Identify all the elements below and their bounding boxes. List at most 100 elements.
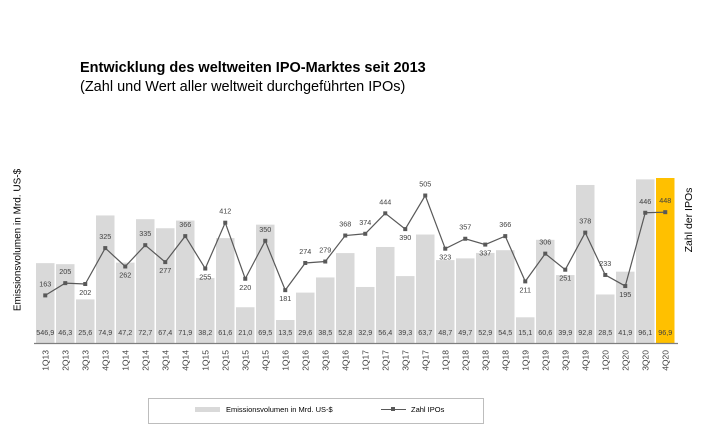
ipo-point-2Q16 bbox=[303, 260, 308, 265]
legend-item-volume: Emissionsvolumen in Mrd. US-$ bbox=[195, 405, 333, 414]
legend-swatch-line bbox=[381, 407, 406, 411]
ipo-label-1Q19: 211 bbox=[520, 285, 531, 294]
ipo-label-2Q15: 412 bbox=[219, 207, 231, 216]
bar-1Q19 bbox=[516, 317, 535, 343]
bar-label-2Q17: 56,4 bbox=[378, 328, 392, 337]
ipo-point-3Q20 bbox=[643, 210, 648, 215]
ipo-point-2Q17 bbox=[383, 211, 388, 216]
bar-label-3Q15: 21,0 bbox=[238, 328, 252, 337]
bar-3Q14 bbox=[156, 228, 175, 343]
bar-4Q16 bbox=[336, 253, 355, 343]
bar-label-1Q14: 47,2 bbox=[118, 328, 132, 337]
bar-1Q13 bbox=[36, 263, 55, 343]
ipo-label-4Q14: 366 bbox=[179, 220, 191, 229]
ipo-point-4Q16 bbox=[343, 233, 348, 238]
x-tick-label: 1Q13 bbox=[40, 350, 50, 371]
ipo-label-1Q14: 262 bbox=[119, 270, 131, 279]
bar-4Q13 bbox=[96, 215, 115, 343]
x-tick-label: 4Q15 bbox=[260, 350, 270, 371]
ipo-point-1Q16 bbox=[283, 288, 288, 293]
x-tick-label: 3Q13 bbox=[80, 350, 90, 371]
x-tick-label: 1Q19 bbox=[520, 350, 530, 371]
bar-label-3Q19: 39,9 bbox=[558, 328, 572, 337]
bar-2Q20 bbox=[616, 271, 635, 343]
x-tick-label: 2Q19 bbox=[540, 350, 550, 371]
chart-subtitle: (Zahl und Wert aller weltweit durchgefüh… bbox=[80, 79, 406, 95]
legend-label-ipos: Zahl IPOs bbox=[411, 405, 445, 414]
bar-2Q15 bbox=[216, 238, 235, 343]
ipo-label-1Q18: 323 bbox=[439, 253, 451, 262]
ipo-label-4Q16: 368 bbox=[339, 220, 351, 229]
bar-1Q14 bbox=[116, 262, 135, 343]
x-tick-label: 2Q20 bbox=[620, 350, 630, 371]
ipo-point-4Q19 bbox=[583, 230, 588, 235]
x-tick-label: 4Q14 bbox=[180, 350, 190, 371]
ipo-point-4Q15 bbox=[263, 238, 268, 243]
bar-3Q15 bbox=[236, 307, 255, 343]
ipo-point-2Q13 bbox=[63, 281, 68, 286]
bar-1Q15 bbox=[196, 277, 215, 343]
ipo-line bbox=[44, 194, 666, 296]
ipo-label-3Q14: 277 bbox=[159, 266, 171, 275]
bar-3Q20 bbox=[636, 179, 655, 343]
bar-series bbox=[36, 178, 675, 343]
ipo-label-1Q16: 181 bbox=[279, 294, 291, 303]
x-tick-label: 4Q18 bbox=[500, 350, 510, 371]
ipo-label-2Q20: 195 bbox=[619, 290, 631, 299]
bar-4Q20 bbox=[656, 178, 675, 343]
ipo-point-3Q13 bbox=[83, 282, 88, 287]
ipo-point-1Q15 bbox=[203, 266, 208, 271]
bar-1Q16 bbox=[276, 320, 295, 343]
x-tick-label: 2Q15 bbox=[220, 350, 230, 371]
bar-3Q18 bbox=[476, 252, 495, 343]
ipo-point-1Q13 bbox=[43, 293, 48, 298]
x-tick-label: 1Q16 bbox=[280, 350, 290, 371]
bar-2Q16 bbox=[296, 292, 315, 343]
bar-1Q18 bbox=[436, 260, 455, 343]
x-tick-label: 1Q15 bbox=[200, 350, 210, 371]
bar-1Q17 bbox=[356, 286, 375, 343]
ipo-label-2Q16: 274 bbox=[299, 247, 311, 256]
bar-label-1Q16: 13,5 bbox=[278, 328, 292, 337]
x-tick-label: 1Q17 bbox=[360, 350, 370, 371]
x-tick-label: 4Q16 bbox=[340, 350, 350, 371]
ipo-label-2Q14: 335 bbox=[139, 229, 151, 238]
ipo-label-3Q17: 390 bbox=[399, 233, 411, 242]
ipo-label-2Q13: 205 bbox=[59, 267, 71, 276]
x-tick-label: 3Q15 bbox=[240, 350, 250, 371]
bar-label-4Q15: 69,5 bbox=[258, 328, 272, 337]
bar-label-4Q20: 96,9 bbox=[658, 328, 672, 337]
ipo-label-1Q13: 163 bbox=[39, 279, 51, 288]
ipo-label-3Q20: 446 bbox=[639, 197, 651, 206]
bar-label-1Q13: 546,9 bbox=[36, 328, 54, 337]
legend-item-ipos: Zahl IPOs bbox=[381, 405, 444, 414]
ipo-point-2Q19 bbox=[543, 251, 548, 256]
x-tick-label: 2Q17 bbox=[380, 350, 390, 371]
x-tick-label: 1Q14 bbox=[120, 350, 130, 371]
y-axis-label-right: Zahl der IPOs bbox=[683, 187, 695, 253]
ipo-label-3Q16: 279 bbox=[319, 246, 331, 255]
ipo-label-3Q18: 337 bbox=[479, 249, 491, 258]
ipo-point-4Q20 bbox=[663, 210, 668, 215]
bar-label-1Q20: 28,5 bbox=[598, 328, 612, 337]
bar-label-4Q18: 54,5 bbox=[498, 328, 512, 337]
bar-2Q18 bbox=[456, 258, 475, 343]
ipo-point-4Q14 bbox=[183, 234, 188, 239]
x-tick-label: 3Q16 bbox=[320, 350, 330, 371]
bar-label-4Q17: 63,7 bbox=[418, 328, 432, 337]
bar-2Q19 bbox=[536, 239, 555, 343]
x-tick-label: 2Q18 bbox=[460, 350, 470, 371]
x-tick-label: 1Q18 bbox=[440, 350, 450, 371]
ipo-line-series bbox=[43, 193, 668, 298]
x-tick-label: 4Q13 bbox=[100, 350, 110, 371]
bar-3Q16 bbox=[316, 277, 335, 343]
bar-label-3Q16: 38,5 bbox=[318, 328, 332, 337]
bar-label-2Q15: 61,6 bbox=[218, 328, 232, 337]
bar-label-3Q13: 25,6 bbox=[78, 328, 92, 337]
bar-label-1Q15: 38,2 bbox=[198, 328, 212, 337]
ipo-label-4Q15: 350 bbox=[259, 225, 271, 234]
ipo-point-2Q18 bbox=[463, 236, 468, 241]
bar-label-2Q13: 46,3 bbox=[58, 328, 72, 337]
ipo-point-2Q14 bbox=[143, 243, 148, 248]
bar-value-labels: 546,9 46,3 25,6 74,9 47,2 72,7 67,4 71,9 38,2 61,… bbox=[36, 328, 672, 337]
